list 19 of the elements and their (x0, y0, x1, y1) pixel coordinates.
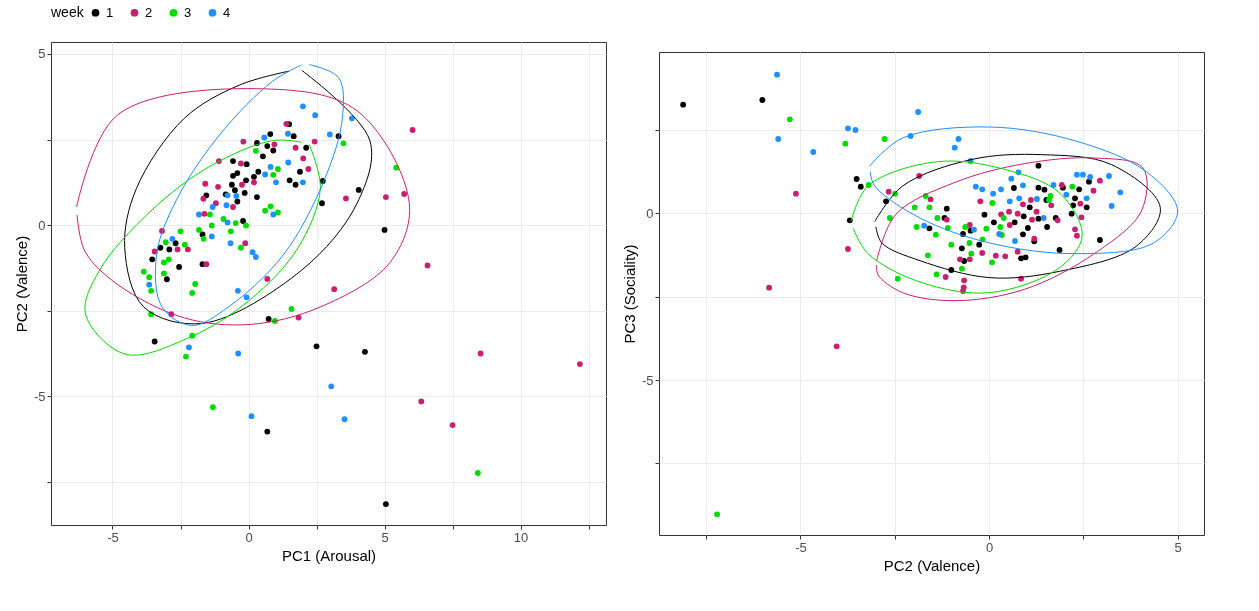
x-tick-label: -5 (107, 529, 119, 545)
x-axis-title: PC1 (Arousal) (281, 546, 377, 564)
x-tick-label: 5 (381, 529, 389, 545)
y-tick-label: -5 (33, 388, 46, 404)
legend-label: 1 (106, 4, 114, 20)
y-tick-label: 5 (38, 46, 46, 62)
x-tick-label: 10 (513, 529, 529, 545)
x-tick-label: 5 (1174, 539, 1182, 555)
y-tick-label: 0 (38, 217, 46, 233)
x-tick-label: 0 (245, 529, 253, 545)
legend-label: 4 (223, 4, 231, 20)
legend-label: 3 (184, 4, 192, 20)
x-tick-label: 0 (985, 539, 994, 555)
legend-title: week (50, 4, 85, 20)
y-axis-title: PC2 (Valence) (12, 235, 30, 333)
y-axis-title: PC3 (Sociality) (620, 244, 638, 344)
x-axis-title: PC2 (Valence) (883, 556, 981, 574)
x-tick-label: -5 (795, 539, 807, 555)
legend-label: 2 (145, 4, 153, 20)
